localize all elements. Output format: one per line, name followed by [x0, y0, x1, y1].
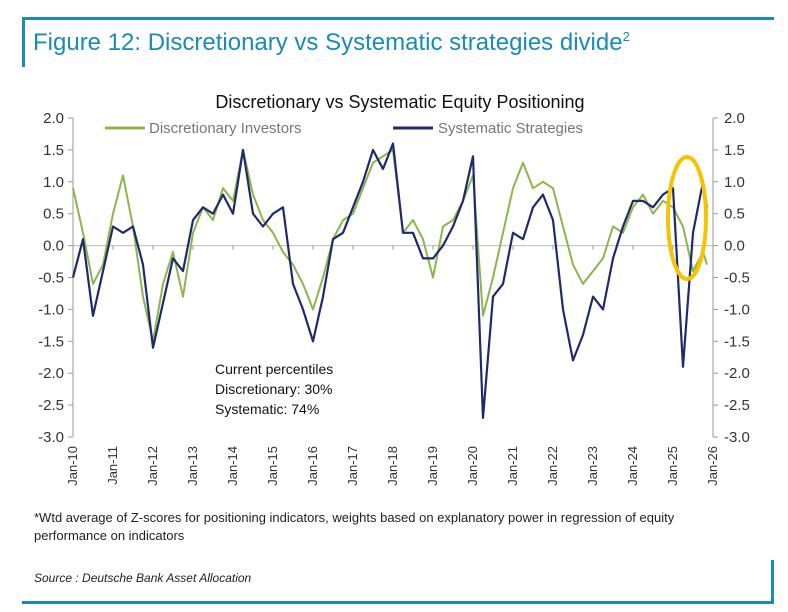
y-tick-label-right: -1.5	[724, 333, 750, 350]
bottom-rule	[22, 601, 774, 604]
y-tick-label-right: 1.0	[724, 174, 745, 191]
y-tick-label-left: 0.5	[43, 206, 64, 223]
y-tick-label-right: -0.5	[724, 270, 750, 287]
y-tick-label-left: -2.0	[38, 365, 64, 382]
y-tick-label-right: -2.5	[724, 397, 750, 414]
source-note: Source : Deutsche Bank Asset Allocation	[34, 571, 252, 585]
legend-discretionary-label: Discretionary Investors	[149, 120, 302, 137]
x-tick-label: Jan-12	[145, 446, 160, 486]
x-tick-label: Jan-11	[105, 446, 120, 485]
legend-systematic-label: Systematic Strategies	[438, 120, 583, 137]
right-accent-bar	[771, 560, 774, 604]
x-tick-label: Jan-22	[545, 446, 560, 486]
x-tick-label: Jan-20	[465, 446, 480, 486]
x-tick-label: Jan-21	[505, 446, 520, 486]
figure-title-text: Figure 12: Discretionary vs Systematic s…	[33, 29, 623, 56]
y-tick-label-right: 0.0	[724, 238, 745, 255]
x-tick-label: Jan-24	[625, 446, 640, 486]
y-tick-label-left: -3.0	[38, 429, 64, 446]
y-tick-label-left: 1.0	[43, 174, 64, 191]
x-tick-label: Jan-25	[665, 446, 680, 486]
x-tick-label: Jan-13	[185, 446, 200, 486]
x-tick-label: Jan-26	[705, 446, 720, 486]
systematic-series-line	[71, 142, 709, 419]
y-tick-label-right: 0.5	[724, 206, 745, 223]
y-tick-label-left: -2.5	[38, 397, 64, 414]
x-tick-label: Jan-19	[425, 446, 440, 486]
chart-title: Discretionary vs Systematic Equity Posit…	[215, 92, 584, 112]
x-tick-label: Jan-10	[65, 446, 80, 486]
top-rule	[22, 17, 774, 20]
highlight-ellipse	[666, 155, 708, 281]
x-tick-label: Jan-23	[585, 446, 600, 486]
x-tick-label: Jan-17	[345, 446, 360, 486]
x-tick-label: Jan-16	[305, 446, 320, 486]
footnote: *Wtd average of Z-scores for positioning…	[34, 510, 675, 543]
y-tick-label-left: 2.0	[43, 110, 64, 127]
y-tick-label-right: -1.0	[724, 301, 750, 318]
y-tick-label-right: 1.5	[724, 142, 745, 159]
annotation-heading: Current percentiles	[215, 361, 333, 377]
y-tick-label-left: -1.0	[38, 301, 64, 318]
left-accent-bar	[22, 17, 25, 67]
x-tick-label: Jan-14	[225, 446, 240, 486]
y-tick-label-right: -3.0	[724, 429, 750, 446]
y-tick-label-left: -1.5	[38, 333, 64, 350]
x-tick-label: Jan-15	[265, 446, 280, 486]
y-tick-label-left: 1.5	[43, 142, 64, 159]
figure-title-superscript: 2	[622, 29, 630, 44]
y-tick-label-left: 0.0	[43, 238, 64, 255]
x-tick-label: Jan-18	[385, 446, 400, 486]
figure-title: Figure 12: Discretionary vs Systematic s…	[33, 29, 630, 57]
annotation-systematic: Systematic: 74%	[215, 401, 319, 417]
y-tick-label-right: -2.0	[724, 365, 750, 382]
y-tick-label-left: -0.5	[38, 270, 64, 287]
annotation-discretionary: Discretionary: 30%	[215, 381, 333, 397]
y-tick-label-right: 2.0	[724, 110, 745, 127]
